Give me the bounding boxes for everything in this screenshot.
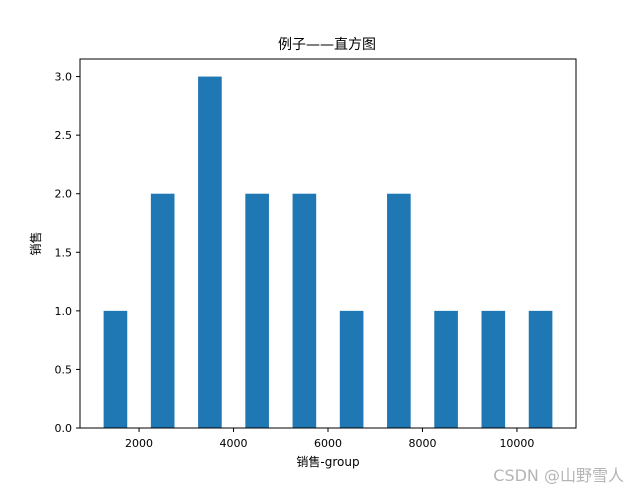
y-tick-label: 0.5	[55, 363, 73, 376]
csdn-watermark: CSDN @山野雪人	[493, 466, 624, 485]
histogram-bar	[103, 310, 128, 428]
x-tick-label: 8000	[408, 437, 436, 450]
plot-frame	[79, 58, 577, 429]
y-axis-label: 销售	[28, 231, 43, 255]
histogram-bar	[198, 76, 222, 428]
chart-title: 例子——直方图	[278, 36, 376, 53]
y-tick-label: 2.5	[55, 129, 73, 142]
histogram-bar	[245, 193, 269, 428]
y-tick-label: 0.0	[55, 422, 73, 435]
x-tick-label: 2000	[125, 437, 153, 450]
histogram-bar	[434, 310, 458, 428]
x-axis-label: 销售-group	[296, 454, 359, 469]
histogram-bar	[339, 310, 364, 428]
y-tick-label: 3.0	[55, 71, 73, 84]
y-tick-label: 2.0	[55, 188, 73, 201]
histogram-bar	[528, 310, 553, 428]
ticks-layer: 2000 4000 6000 8000 10000 0.0 0.5 1.0 1.5 2.0 2.5 3…	[55, 71, 535, 450]
y-tick-label: 1.5	[55, 246, 73, 259]
x-tick-label: 4000	[220, 437, 248, 450]
y-tick-label: 1.0	[55, 305, 73, 318]
histogram-bar	[150, 193, 175, 428]
x-tick-label: 10000	[499, 437, 534, 450]
bars-layer	[103, 76, 553, 428]
histogram-bar	[387, 193, 411, 428]
histogram-bar	[292, 193, 317, 428]
histogram-bar	[481, 310, 506, 428]
x-tick-label: 6000	[314, 437, 342, 450]
